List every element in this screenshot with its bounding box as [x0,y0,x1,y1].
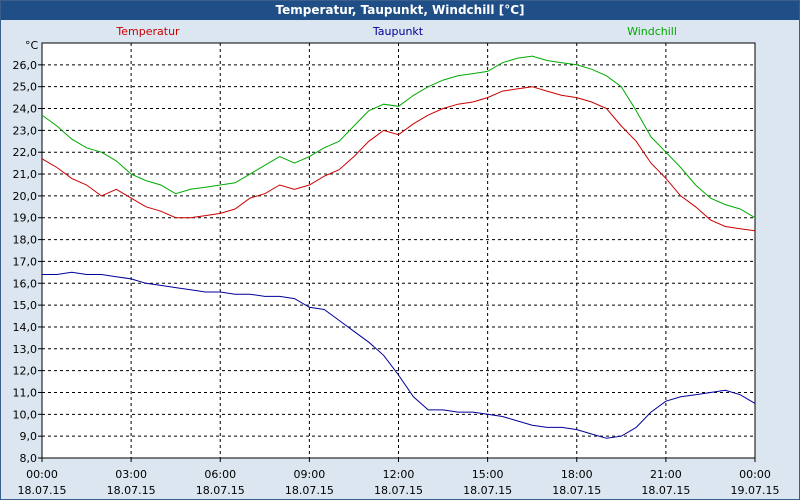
series-line-taupunkt [42,271,756,439]
x-tick-time: 09:00 [294,468,326,481]
x-tick-time: 00:00 [26,468,58,481]
legend-temperatur: Temperatur [115,25,180,38]
x-tick-time: 12:00 [383,468,415,481]
y-tick-label: 26,0 [13,59,38,72]
x-tick-date: 18.07.15 [196,484,245,497]
x-tick-date: 18.07.15 [463,484,512,497]
x-tick-date: 18.07.15 [107,484,156,497]
y-tick-label: 21,0 [13,168,38,181]
series-line-windchill [41,55,756,219]
x-tick-time: 15:00 [472,468,504,481]
x-tick-time: 00:00 [739,468,771,481]
y-axis-unit: °C [25,39,39,52]
y-tick-label: 12,0 [13,365,38,378]
y-tick-label: 14,0 [13,321,38,334]
series-lines [41,55,756,439]
y-tick-label: 22,0 [13,146,38,159]
y-tick-label: 11,0 [13,386,38,399]
x-tick-date: 19.07.15 [731,484,780,497]
y-tick-label: 24,0 [13,103,38,116]
y-tick-label: 20,0 [13,190,38,203]
x-tick-time: 21:00 [650,468,682,481]
y-tick-label: 19,0 [13,212,38,225]
legend-windchill: Windchill [627,25,677,38]
x-tick-date: 18.07.15 [18,484,67,497]
y-tick-label: 16,0 [13,277,38,290]
y-tick-label: 15,0 [13,299,38,312]
y-tick-label: 10,0 [13,408,38,421]
y-tick-label: 8,0 [20,452,38,465]
y-tick-label: 23,0 [13,124,38,137]
x-tick-time: 18:00 [561,468,593,481]
grid [42,43,755,458]
x-tick-time: 06:00 [204,468,236,481]
y-tick-label: 9,0 [20,430,38,443]
y-axis-ticks: 8,0 9,0 10,0 11,0 12,0 13,0 14,0 15,0 16,0 17,0 18… [13,59,42,465]
x-tick-date: 18.07.15 [552,484,601,497]
x-axis-ticks: 00:00 18.07.15 03:00 18.07.15 06:00 18.07.15 0… [18,458,780,497]
y-tick-label: 25,0 [13,81,38,94]
y-tick-label: 13,0 [13,343,38,356]
x-tick-time: 03:00 [115,468,147,481]
x-tick-date: 18.07.15 [374,484,423,497]
series-line-temperatur [41,86,756,232]
x-tick-date: 18.07.15 [285,484,334,497]
plot-area [41,42,756,459]
y-tick-label: 18,0 [13,234,38,247]
y-tick-label: 17,0 [13,255,38,268]
x-tick-date: 18.07.15 [641,484,690,497]
legend-taupunkt: Taupunkt [372,25,424,38]
chart-title: Temperatur, Taupunkt, Windchill [°C] [1,1,799,20]
